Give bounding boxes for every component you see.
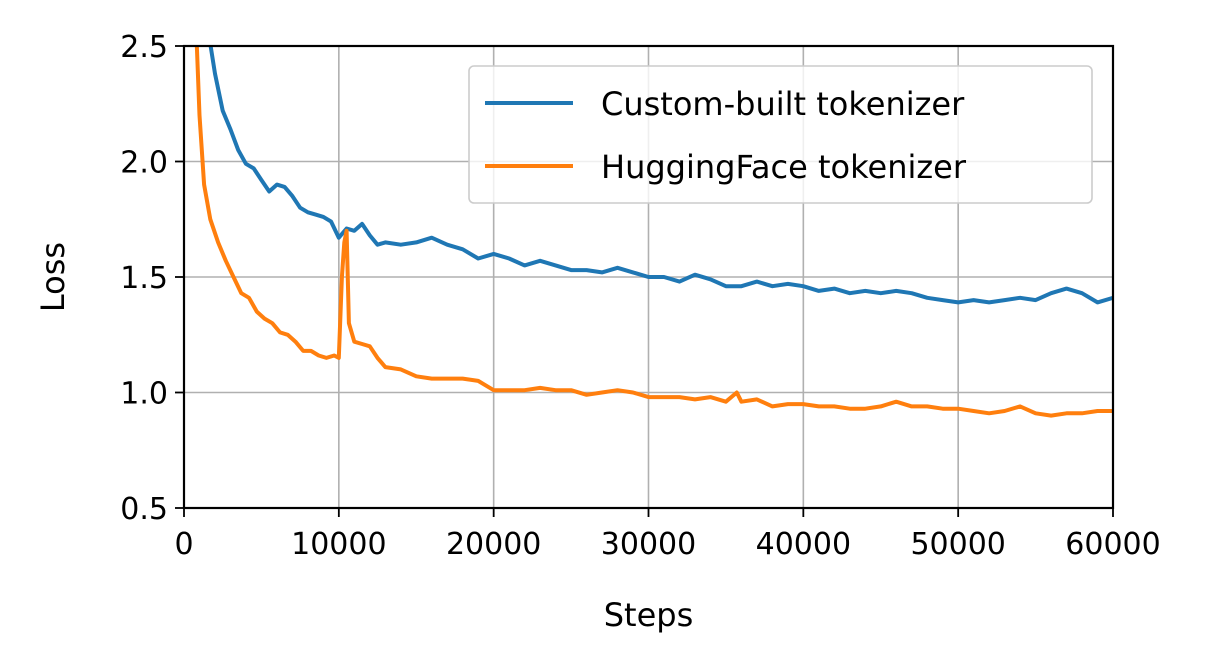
- series-line-custom-built: [208, 46, 1113, 305]
- x-tick-label: 40000: [756, 527, 851, 562]
- x-tick-label: 50000: [910, 527, 1005, 562]
- x-tick-label: 20000: [446, 527, 541, 562]
- y-axis-title: Loss: [34, 242, 72, 312]
- y-tick-label: 2.0: [120, 146, 168, 181]
- y-tick-label: 1.0: [120, 377, 168, 412]
- axis-ticks: 0 10000 20000 30000 40000 50000 60000 0.5 1.0 1.5…: [120, 30, 1160, 562]
- plot-area: [194, 46, 1113, 418]
- legend: Custom-built tokenizer HuggingFace token…: [468, 65, 1093, 204]
- y-tick-label: 1.5: [120, 261, 168, 296]
- legend-box: [468, 65, 1093, 204]
- series-line-huggingface: [194, 46, 1113, 418]
- y-tick-label: 0.5: [120, 492, 168, 527]
- legend-label-huggingface: HuggingFace tokenizer: [601, 148, 967, 186]
- x-tick-label: 60000: [1065, 527, 1160, 562]
- x-tick-label: 30000: [601, 527, 696, 562]
- x-tick-label: 0: [174, 527, 193, 562]
- legend-label-custom-built: Custom-built tokenizer: [601, 85, 965, 123]
- y-tick-label: 2.5: [120, 30, 168, 65]
- x-axis-title: Steps: [604, 596, 694, 634]
- x-tick-label: 10000: [291, 527, 386, 562]
